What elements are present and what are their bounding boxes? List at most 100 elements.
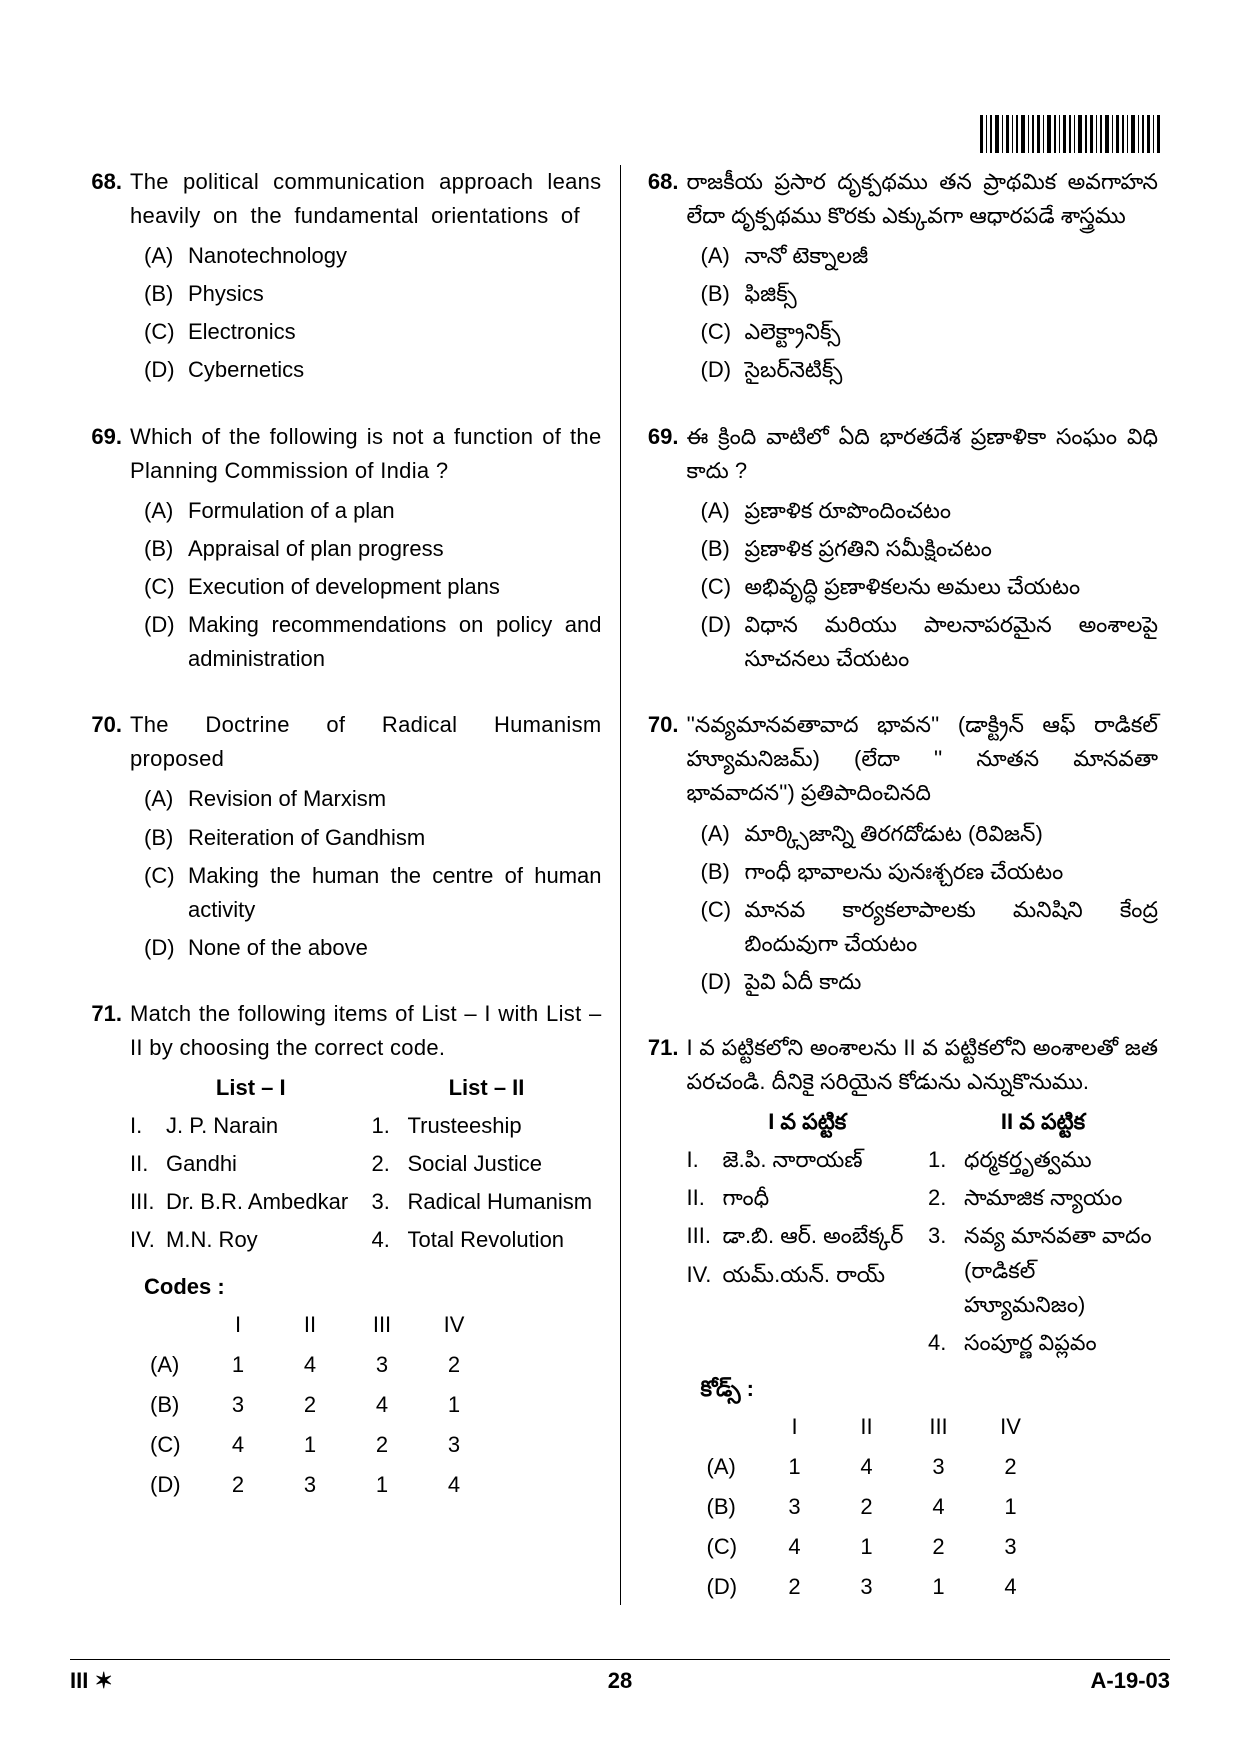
code-val: 3 — [831, 1570, 903, 1604]
code-label: (A) — [707, 1450, 759, 1484]
code-val: 1 — [346, 1468, 418, 1502]
option-label: (C) — [701, 315, 745, 349]
option-label: (C) — [144, 859, 188, 927]
codes-head: కోడ్స్ : — [687, 1372, 1159, 1406]
code-val: 2 — [418, 1348, 490, 1382]
question-number: 70. — [82, 708, 130, 969]
code-label: (B) — [707, 1490, 759, 1524]
list-item: Total Revolution — [408, 1223, 602, 1257]
code-val: 3 — [975, 1530, 1047, 1564]
list-item: సంపూర్ణ విప్లవం — [964, 1326, 1158, 1360]
question-69-en: 69. Which of the following is not a func… — [82, 420, 602, 681]
list-num: 3. — [372, 1185, 408, 1219]
list-item: నవ్య మానవతా వాదం (రాడికల్ హ్యూమనిజం) — [964, 1219, 1158, 1321]
code-val: 2 — [975, 1450, 1047, 1484]
code-val: 2 — [903, 1530, 975, 1564]
list-num: II. — [130, 1147, 166, 1181]
question-70-en: 70. The Doctrine of Radical Humanism pro… — [82, 708, 602, 969]
option-label: (A) — [701, 494, 745, 528]
option-label: (B) — [701, 855, 745, 889]
code-val: 3 — [759, 1490, 831, 1524]
option-label: (A) — [144, 239, 188, 273]
list-item: Trusteeship — [408, 1109, 602, 1143]
list-num: III. — [130, 1185, 166, 1219]
question-stem: Match the following items of List – I wi… — [130, 997, 602, 1065]
list-num: 3. — [928, 1219, 964, 1321]
option-text: None of the above — [188, 931, 602, 965]
option-text: Formulation of a plan — [188, 494, 602, 528]
option-text: పైవి ఏదీ కాదు — [745, 965, 1159, 999]
list-item: Social Justice — [408, 1147, 602, 1181]
question-stem: రాజకీయ ప్రసార దృక్పథము తన ప్రాథమిక అవగాహ… — [687, 165, 1159, 233]
codes-col-head: II — [831, 1410, 903, 1444]
option-label: (C) — [144, 315, 188, 349]
code-val: 4 — [903, 1490, 975, 1524]
list-num: IV. — [130, 1223, 166, 1257]
option-label: (A) — [701, 817, 745, 851]
footer: III ✶ 28 A-19-03 — [70, 1659, 1170, 1694]
option-label: (D) — [144, 353, 188, 387]
codes-col-head: IV — [418, 1308, 490, 1342]
code-val: 4 — [202, 1428, 274, 1462]
option-label: (B) — [144, 821, 188, 855]
code-val: 3 — [202, 1388, 274, 1422]
codes-head: Codes : — [130, 1270, 602, 1304]
option-label: (B) — [701, 532, 745, 566]
question-stem: The political communication approach lea… — [130, 165, 602, 233]
option-label: (D) — [701, 965, 745, 999]
option-label: (C) — [701, 570, 745, 604]
option-text: Appraisal of plan progress — [188, 532, 602, 566]
code-label: (D) — [707, 1570, 759, 1604]
code-val: 1 — [831, 1530, 903, 1564]
code-val: 1 — [418, 1388, 490, 1422]
codes-col-head: I — [202, 1308, 274, 1342]
code-label: (B) — [150, 1388, 202, 1422]
option-text: Electronics — [188, 315, 602, 349]
code-val: 4 — [759, 1530, 831, 1564]
list-item: ధర్మకర్తృత్వము — [964, 1143, 1158, 1177]
code-val: 2 — [346, 1428, 418, 1462]
code-val: 1 — [903, 1570, 975, 1604]
list-num: 4. — [372, 1223, 408, 1257]
code-val: 3 — [274, 1468, 346, 1502]
option-label: (A) — [144, 494, 188, 528]
option-text: అభివృద్ధి ప్రణాళికలను అమలు చేయటం — [745, 570, 1159, 604]
code-val: 4 — [975, 1570, 1047, 1604]
list2-head: II వ పట్టిక — [928, 1105, 1158, 1139]
option-label: (C) — [701, 893, 745, 961]
list-item: డా.బి. ఆర్. అంబేక్కర్ — [723, 1219, 929, 1253]
list1-head: List – I — [130, 1071, 372, 1105]
question-stem: I వ పట్టికలోని అంశాలను II వ పట్టికలోని అ… — [687, 1031, 1159, 1099]
list-num: III. — [687, 1219, 723, 1253]
option-label: (A) — [701, 239, 745, 273]
list1-head: I వ పట్టిక — [687, 1105, 929, 1139]
code-label: (C) — [707, 1530, 759, 1564]
option-label: (B) — [144, 532, 188, 566]
question-stem: ఈ క్రింది వాటిలో ఏది భారతదేశ ప్రణాళికా స… — [687, 420, 1159, 488]
list-num: 2. — [372, 1147, 408, 1181]
code-val: 4 — [418, 1468, 490, 1502]
option-label: (D) — [701, 608, 745, 676]
option-label: (B) — [144, 277, 188, 311]
list-num: 2. — [928, 1181, 964, 1215]
code-val: 4 — [346, 1388, 418, 1422]
codes-table: I II III IV (A)1432 (B)3241 (C)4123 (D)2… — [687, 1410, 1159, 1604]
option-text: ఫిజిక్స్ — [745, 277, 1159, 311]
option-label: (D) — [144, 931, 188, 965]
list-item: సామాజిక న్యాయం — [964, 1181, 1158, 1215]
list-item: Gandhi — [166, 1147, 372, 1181]
list-item: Dr. B.R. Ambedkar — [166, 1185, 372, 1219]
codes-col-head: IV — [975, 1410, 1047, 1444]
footer-right: A-19-03 — [1091, 1668, 1170, 1694]
option-text: ప్రణాళిక ప్రగతిని సమీక్షించటం — [745, 532, 1159, 566]
option-text: మానవ కార్యకలాపాలకు మనిషిని కేంద్ర బిందువ… — [745, 893, 1159, 961]
list-item: J. P. Narain — [166, 1109, 372, 1143]
list-num: 1. — [928, 1143, 964, 1177]
question-number: 68. — [639, 165, 687, 392]
question-69-te: 69. ఈ క్రింది వాటిలో ఏది భారతదేశ ప్రణాళి… — [639, 420, 1159, 681]
option-text: గాంధీ భావాలను పునఃశ్చరణ చేయటం — [745, 855, 1159, 889]
option-text: Physics — [188, 277, 602, 311]
barcode — [980, 115, 1160, 153]
option-label: (A) — [144, 782, 188, 816]
question-number: 69. — [639, 420, 687, 681]
